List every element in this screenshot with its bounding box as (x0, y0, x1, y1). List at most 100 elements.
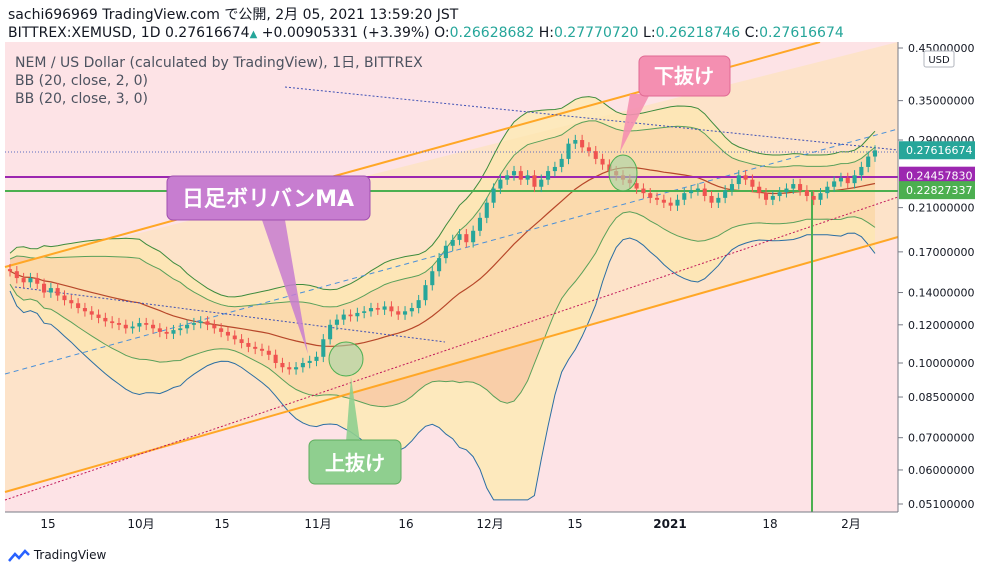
candle-body (307, 360, 312, 363)
candle-body (348, 314, 353, 317)
candle-body (232, 335, 237, 340)
candle-body (832, 181, 837, 187)
candle-body (7, 269, 13, 272)
y-tick-label: 0.05100000 (908, 498, 974, 511)
callout-up-pointer (346, 377, 360, 442)
change: +0.00905331 (+3.39%) (261, 25, 430, 41)
candle-body (246, 343, 251, 347)
candle-body (518, 171, 523, 180)
candle-body (430, 271, 435, 286)
chart-title: NEM / US Dollar (calculated by TradingVi… (15, 55, 423, 71)
price-chart[interactable]: 日足ボリバンMA 下抜け 上抜け NEM / US Dollar (calcul… (0, 42, 985, 542)
x-tick-label: 2月 (841, 517, 861, 531)
candle-body (471, 230, 476, 243)
candle-body (402, 311, 408, 315)
candle-body (750, 179, 755, 187)
candle-body (716, 197, 721, 203)
candle-body (35, 278, 40, 284)
x-tick-label: 15 (40, 517, 55, 531)
callout-down-label: 下抜け (654, 64, 714, 88)
candle-body (573, 140, 578, 144)
candle-body (484, 202, 489, 218)
publish-line: sachi696969 TradingView.com で公開, 2月 05, … (8, 7, 459, 23)
candle-body (42, 283, 47, 293)
y-tick-label: 0.10000000 (908, 357, 974, 370)
candle-body (28, 278, 33, 283)
x-tick-label: 2021 (653, 517, 686, 531)
candle-body (702, 188, 707, 196)
open-label: O: (434, 25, 450, 41)
candle-body (198, 321, 203, 324)
candle-body (280, 362, 285, 368)
candle-body (559, 158, 564, 167)
channel-mid-line (4, 128, 899, 375)
candle-body (532, 175, 537, 187)
candle-body (300, 362, 305, 368)
candle-body (661, 199, 666, 203)
callout-ma-pointer (262, 220, 308, 354)
candle-body (137, 323, 142, 327)
candle-body (546, 171, 551, 180)
candle-body (287, 367, 292, 370)
candle-body (859, 166, 864, 176)
currency-badge[interactable] (923, 50, 955, 68)
candle-body (866, 156, 871, 167)
callout-ma-label: 日足ボリバンMA (182, 187, 354, 212)
candle-body (110, 321, 115, 324)
candle-body (491, 188, 496, 203)
high-label: H: (538, 25, 554, 41)
candle-body (116, 323, 122, 325)
candle-body (566, 143, 571, 159)
candle-body (498, 179, 503, 189)
open-value: 0.26628682 (449, 25, 535, 41)
y-tick-label: 0.07000000 (908, 432, 974, 445)
bb3-legend: BB (20, close, 3, 0) (15, 91, 148, 107)
candle-body (150, 324, 156, 329)
price-label-box (899, 166, 975, 185)
candle-body (328, 324, 333, 340)
candle-body (580, 140, 585, 148)
candle-body (185, 324, 190, 329)
candle-body (157, 328, 162, 332)
bb3-upper-line (9, 96, 876, 298)
candle-body (770, 195, 775, 200)
candle-body (689, 190, 694, 194)
candle-body (641, 188, 646, 194)
candle-body (355, 312, 360, 317)
chart-header: sachi696969 TradingView.com で公開, 2月 05, … (8, 6, 844, 44)
price-axis[interactable] (898, 42, 985, 512)
candle-body (511, 171, 517, 176)
last-price: 0.27616674 (164, 25, 250, 41)
candle-body (464, 234, 469, 243)
candle-body (477, 217, 483, 231)
candle-body (804, 190, 809, 196)
candle-body (743, 175, 748, 180)
candle-body (409, 308, 414, 312)
candle-body (655, 197, 660, 200)
price-label-box (899, 181, 975, 200)
candle-body (171, 330, 176, 334)
y-tick-label: 0.08500000 (908, 391, 974, 404)
price-label-text: 0.24457830 (906, 170, 972, 183)
candle-body (82, 308, 87, 312)
candle-body (382, 306, 387, 310)
callout-up-label: 上抜け (325, 451, 385, 475)
callout-ma-box (166, 175, 371, 221)
callout-down-pointer (620, 94, 650, 152)
candle-body (191, 323, 196, 325)
candle-body (62, 295, 67, 301)
y-tick-label: 0.06000000 (908, 464, 974, 477)
candle-body (164, 331, 169, 334)
candle-body (314, 356, 319, 361)
price-label-text: 0.22827337 (906, 184, 972, 197)
symbol: BITTREX:XEMUSD, 1D (8, 25, 161, 41)
candle-body (144, 323, 149, 325)
x-tick-labels: 15 10月 15 11月 16 12月 15 2021 18 2月 (40, 517, 860, 531)
candle-body (457, 234, 462, 240)
candle-body (709, 195, 714, 203)
currency-label: USD (928, 55, 950, 66)
candle-body (21, 278, 26, 283)
candle-body (872, 150, 878, 157)
candle-body (757, 186, 762, 194)
